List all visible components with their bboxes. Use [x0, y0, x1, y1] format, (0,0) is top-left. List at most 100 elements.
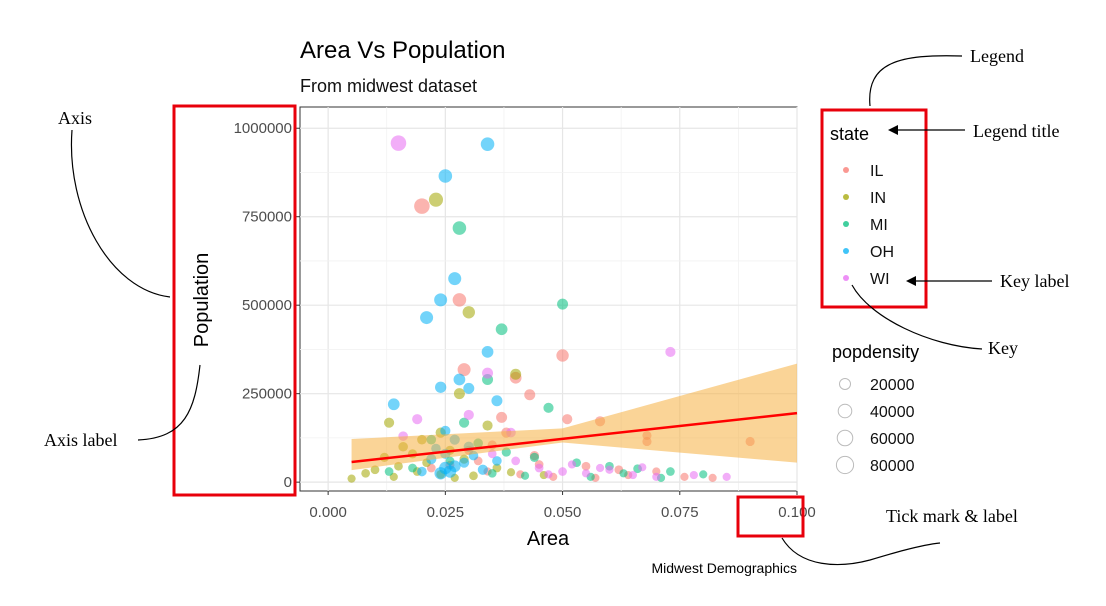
- annotation-legend-line: [869, 55, 963, 107]
- data-point-mi: [408, 463, 417, 473]
- size-key: [835, 455, 855, 475]
- x-axis: 0.000 0.025 0.050 0.075 0.100: [309, 491, 816, 521]
- data-point-il: [680, 472, 689, 481]
- data-point-in: [462, 306, 475, 319]
- data-point-il: [496, 411, 508, 423]
- data-point-wi: [567, 460, 577, 469]
- data-point-in: [469, 471, 478, 481]
- data-point-il: [524, 389, 536, 401]
- confidence-band: [351, 363, 797, 471]
- legend-key-label: OH: [870, 244, 894, 261]
- data-point-wi: [638, 463, 647, 472]
- data-point-in: [384, 417, 395, 428]
- annotation-tick: Tick mark & label: [886, 506, 1018, 526]
- size-key: [839, 378, 851, 390]
- annotation-axis-label: Axis label: [44, 430, 118, 450]
- data-point-in: [428, 192, 444, 207]
- data-point-mi: [557, 298, 569, 310]
- y-axis: 0 250000 500000 750000 1000000: [234, 120, 300, 491]
- chart-subtitle: From midwest dataset: [300, 76, 477, 96]
- data-point-mi: [495, 323, 508, 336]
- y-tick-label: 1000000: [234, 120, 292, 137]
- data-point-wi: [665, 346, 676, 357]
- data-point-wi: [544, 470, 553, 479]
- data-point-oh: [492, 456, 502, 466]
- data-point-wi: [463, 409, 474, 420]
- legend-key-il: [843, 167, 849, 173]
- annotation-key-line: [851, 284, 983, 350]
- arrowhead-icon: [888, 125, 898, 135]
- annotation-legend-title: Legend title: [973, 121, 1059, 141]
- size-key-label: 60000: [870, 431, 915, 448]
- plot-panel: [299, 106, 798, 492]
- tick-highlight-box: [736, 495, 805, 538]
- data-point-oh: [453, 373, 466, 386]
- data-point-mi: [543, 402, 554, 413]
- annotation-axis: Axis: [58, 108, 92, 128]
- legend-state: state IL IN MI OH WI: [830, 124, 894, 288]
- y-axis-label: Population: [191, 253, 213, 348]
- size-key-label: 40000: [870, 404, 915, 421]
- legend-state-title: state: [830, 124, 869, 144]
- chart-title: Area Vs Population: [300, 37, 505, 64]
- data-point-mi: [384, 467, 394, 476]
- legend-key-wi: [843, 275, 849, 281]
- data-point-oh: [440, 425, 451, 436]
- legend-popdensity: popdensity 20000 40000 60000 80000: [832, 342, 919, 475]
- data-point-wi: [534, 463, 544, 473]
- size-key: [836, 429, 854, 447]
- data-point-in: [453, 388, 465, 400]
- arrowhead-icon: [906, 276, 916, 286]
- data-point-oh: [438, 169, 453, 183]
- x-tick-label: 0.100: [778, 504, 816, 521]
- y-tick-label: 0: [284, 474, 292, 491]
- data-point-in: [506, 468, 516, 477]
- data-point-il: [562, 414, 573, 425]
- data-point-in: [482, 420, 493, 431]
- data-point-oh: [448, 272, 462, 286]
- annotation-key-label: Key label: [1000, 271, 1069, 291]
- data-point-mi: [666, 467, 675, 476]
- legend-popdensity-title: popdensity: [832, 342, 919, 362]
- data-point-wi: [652, 472, 661, 481]
- data-point-in: [361, 468, 371, 478]
- legend-key-label: MI: [870, 217, 888, 234]
- annotation-axis-label-line: [137, 364, 201, 441]
- data-point-wi: [482, 367, 494, 379]
- data-point-wi: [390, 135, 407, 151]
- data-point-in: [347, 474, 356, 483]
- annotation-axis-line: [70, 129, 171, 298]
- legend-key-in: [843, 194, 849, 200]
- data-point-wi: [689, 470, 698, 480]
- annotation-callouts: Axis Axis label Legend Legend title Key …: [44, 46, 1069, 566]
- legend-highlight-box: [820, 108, 928, 309]
- data-point-oh: [435, 381, 447, 393]
- size-key-label: 20000: [870, 377, 915, 394]
- legend-key-label: WI: [870, 271, 890, 288]
- data-point-il: [581, 461, 591, 471]
- data-point-oh: [481, 346, 494, 358]
- legend-key-label: IN: [870, 190, 886, 207]
- x-tick-label: 0.075: [661, 504, 699, 521]
- size-key: [837, 403, 853, 419]
- data-point-oh: [434, 467, 447, 480]
- data-point-il: [414, 198, 430, 214]
- smooth-layer: [351, 363, 798, 471]
- legend-key-label: IL: [870, 163, 883, 180]
- data-point-oh: [477, 464, 488, 475]
- highlight-boxes: [172, 104, 928, 538]
- data-point-wi: [722, 472, 731, 481]
- data-point-wi: [628, 470, 637, 480]
- data-point-wi: [412, 414, 423, 425]
- x-tick-label: 0.025: [427, 504, 465, 521]
- data-point-mi: [699, 470, 708, 479]
- data-point-oh: [463, 382, 475, 394]
- data-point-oh: [387, 398, 400, 411]
- y-tick-label: 750000: [242, 209, 292, 226]
- annotation-key: Key: [988, 338, 1018, 358]
- data-point-il: [457, 363, 471, 377]
- data-point-oh: [448, 460, 461, 473]
- size-key-label: 80000: [870, 458, 915, 475]
- annotation-legend: Legend: [970, 46, 1024, 66]
